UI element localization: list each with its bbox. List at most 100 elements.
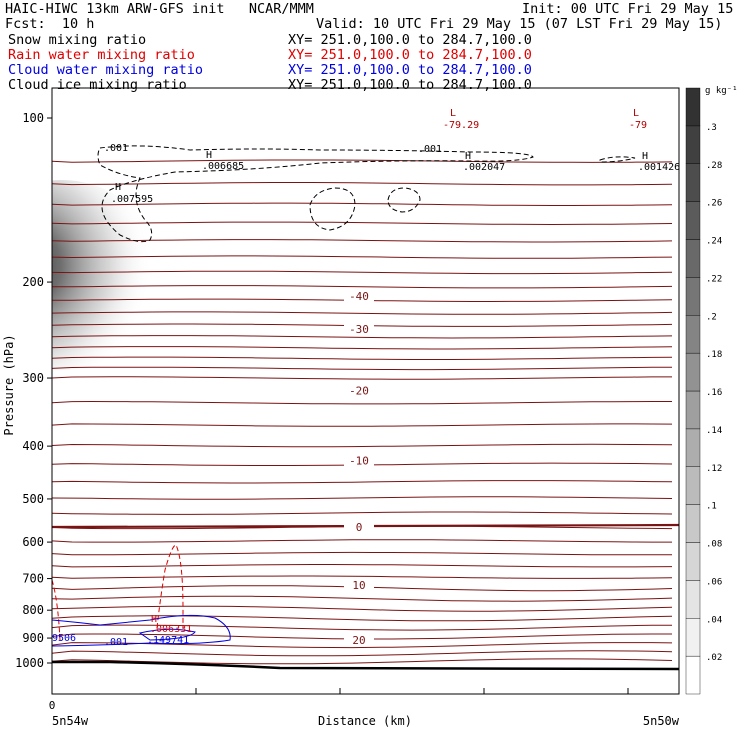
x-tick-label: 0 (49, 699, 56, 712)
rain-contour (156, 544, 184, 629)
colorbar-label: .24 (706, 237, 722, 247)
hydrometeor-contours (52, 145, 636, 647)
colorbar-label: .26 (706, 199, 722, 209)
x-axis-title: Distance (km) (318, 714, 412, 728)
y-tick-label: 800 (22, 603, 44, 617)
colorbar-swatch (685, 655, 701, 695)
field-label-rain: Rain water mixing ratio (8, 47, 195, 63)
isotherm-line (52, 356, 673, 360)
isotherm-line (52, 564, 673, 568)
isotherm-line (52, 346, 673, 350)
isotherm-line (52, 159, 673, 163)
isotherm-line (52, 221, 673, 226)
marker-high-2-kind: H (465, 151, 471, 162)
title-left: HAIC-HIWC 13km ARW-GFS init NCAR/MMM (5, 1, 314, 17)
isotherm-line (52, 423, 673, 427)
contour-label-3: .001 (104, 637, 128, 648)
cloud-water-contour (52, 614, 231, 647)
colorbar-label: .1 (706, 502, 717, 512)
cloud-ice-contour (97, 145, 534, 243)
marker-high-4-kind: H (115, 182, 121, 193)
x-axis (51, 688, 629, 694)
colorbar-label: .14 (706, 426, 722, 436)
field-xy-snow: XY= 251.0,100.0 to 284.7,100.0 (288, 32, 532, 48)
isotherm-line (52, 551, 672, 556)
colorbar-swatch (685, 504, 701, 543)
x-left-label: 5n54w (52, 714, 89, 728)
isotherm-line (52, 400, 672, 405)
isotherm-label-bg (344, 633, 374, 647)
isotherm-label-bg (344, 453, 374, 467)
colorbar-swatch (685, 201, 701, 240)
isotherm-line (52, 239, 673, 243)
isotherm-label-bg (344, 520, 374, 534)
colorbar: .02 .04 .06 .08 .1 .12 .14 .16 .18 .2 .22 .24 .26 .28… (685, 87, 722, 695)
isotherm-line (52, 575, 673, 579)
plot-frame (51, 87, 680, 695)
colorbar-label: .22 (706, 274, 722, 284)
isotherm-line (52, 496, 673, 500)
isotherm-labels: -40 -30 -20 -10 0 10 20 (344, 288, 374, 647)
colorbar-unit: g kg⁻¹ (705, 86, 738, 96)
isotherm-lines (52, 159, 679, 665)
isotherm-line (52, 182, 673, 186)
colorbar-swatch (685, 580, 701, 619)
colorbar-label: .08 (706, 540, 722, 550)
colorbar-swatch (685, 390, 701, 430)
isotherm-label: -30 (349, 323, 369, 336)
isotherm-line (52, 605, 673, 612)
colorbar-swatch (685, 125, 701, 164)
colorbar-swatch (685, 163, 701, 202)
isotherm-line (52, 615, 673, 622)
rain-contour-left (52, 579, 61, 641)
isotherm-label: 10 (352, 579, 365, 592)
field-label-snow: Snow mixing ratio (8, 32, 147, 48)
terrain-line (52, 660, 680, 671)
isotherm-line (52, 270, 673, 275)
marker-high-5-value: .006331 (150, 624, 192, 635)
y-axis-title: Pressure (hPa) (2, 334, 16, 435)
contour-label-2: .001 (418, 144, 442, 155)
field-xy-cloud-water: XY= 251.0,100.0 to 284.7,100.0 (288, 62, 532, 78)
isotherm-label: -10 (349, 454, 369, 467)
isotherm-label: 20 (352, 634, 365, 647)
isotherm-label: 0 (356, 521, 363, 534)
marker-high-6-value: .149741 (147, 635, 189, 646)
marker-low-2-kind: L (633, 108, 639, 119)
marker-low-1-value: -79.29 (443, 120, 479, 131)
y-tick-label: 300 (22, 371, 44, 385)
marker-high-3-kind: H (642, 151, 648, 162)
snow-shading (52, 180, 162, 370)
colorbar-label: .3 (706, 123, 717, 133)
isotherm-line (52, 443, 673, 448)
x-right-label: 5n50w (643, 714, 680, 728)
isotherm-line (52, 366, 673, 371)
isotherm-line (52, 642, 673, 649)
contour-label-1: .001 (104, 143, 128, 154)
colorbar-label: .02 (706, 653, 722, 663)
extrema-markers: L -79.29 L -79 H .006685 H .002047 H .00… (52, 108, 680, 648)
isotherm-line (52, 539, 672, 543)
colorbar-swatch (685, 239, 701, 278)
contour-label-4: 9506 (52, 633, 76, 644)
isotherm-label-bg (344, 383, 374, 397)
y-tick-label: 600 (22, 535, 44, 549)
isotherm-label: -20 (349, 384, 369, 397)
marker-low-2-value: -79 (629, 120, 647, 131)
marker-low-1-kind: L (450, 108, 456, 119)
init-time: Init: 00 UTC Fri 29 May 15 (522, 1, 734, 17)
marker-high-2-value: .002047 (463, 162, 505, 173)
isotherm-line (52, 202, 673, 206)
isotherm-line (52, 376, 672, 380)
y-axis: 100 200 300 400 500 600 700 800 900 1000 (15, 111, 52, 670)
isotherm-label-bg (344, 322, 374, 336)
cloud-ice-contour-small (387, 187, 421, 213)
colorbar-swatch (685, 466, 701, 505)
y-tick-label: 400 (22, 439, 44, 453)
marker-high-5-kind: H (151, 614, 157, 625)
isotherm-line (52, 285, 673, 289)
isotherm-line (52, 624, 673, 631)
colorbar-swatch (685, 542, 701, 581)
marker-high-4-value: .007595 (111, 194, 153, 205)
cloud-ice-contour-ellipse (309, 187, 356, 231)
